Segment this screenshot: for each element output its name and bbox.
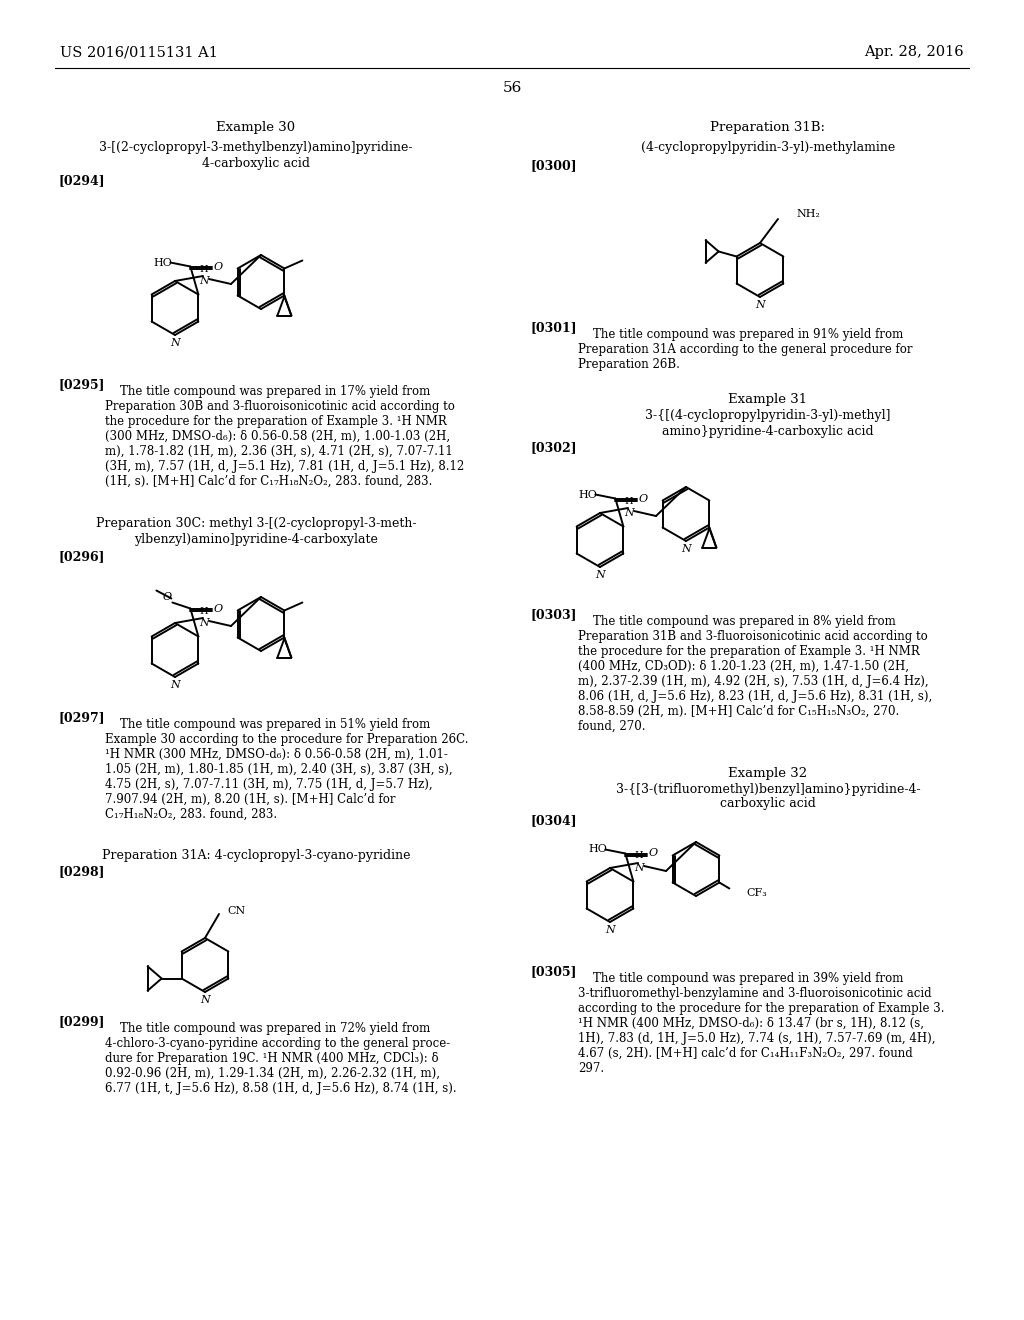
Text: Apr. 28, 2016: Apr. 28, 2016 [864, 45, 964, 59]
Text: [0303]: [0303] [530, 609, 577, 622]
Text: [0302]: [0302] [530, 441, 577, 454]
Text: Example 31: Example 31 [728, 393, 808, 407]
Text: The title compound was prepared in 51% yield from
Example 30 according to the pr: The title compound was prepared in 51% y… [105, 718, 469, 821]
Text: carboxylic acid: carboxylic acid [720, 797, 816, 810]
Text: 3-{[(4-cyclopropylpyridin-3-yl)-methyl]: 3-{[(4-cyclopropylpyridin-3-yl)-methyl] [645, 409, 891, 422]
Text: [0297]: [0297] [58, 711, 104, 725]
Text: N: N [170, 338, 180, 348]
Text: Preparation 30C: methyl 3-[(2-cyclopropyl-3-meth-: Preparation 30C: methyl 3-[(2-cyclopropy… [96, 517, 416, 531]
Text: [0296]: [0296] [58, 550, 104, 564]
Text: H: H [200, 264, 208, 273]
Text: HO: HO [589, 845, 607, 854]
Text: Example 30: Example 30 [216, 121, 296, 135]
Text: H: H [200, 606, 208, 615]
Text: N: N [624, 508, 634, 517]
Text: H: H [625, 496, 633, 506]
Text: O: O [649, 849, 658, 858]
Text: 3-[(2-cyclopropyl-3-methylbenzyl)amino]pyridine-: 3-[(2-cyclopropyl-3-methylbenzyl)amino]p… [99, 140, 413, 153]
Text: O: O [163, 591, 172, 602]
Text: O: O [214, 261, 223, 272]
Text: N: N [681, 544, 691, 554]
Text: The title compound was prepared in 72% yield from
4-chloro-3-cyano-pyridine acco: The title compound was prepared in 72% y… [105, 1022, 457, 1096]
Text: The title compound was prepared in 39% yield from
3-trifluoromethyl-benzylamine : The title compound was prepared in 39% y… [578, 972, 944, 1074]
Text: HO: HO [154, 257, 172, 268]
Text: [0301]: [0301] [530, 322, 577, 334]
Text: N: N [199, 618, 209, 628]
Text: N: N [200, 995, 210, 1005]
Text: ylbenzyl)amino]pyridine-4-carboxylate: ylbenzyl)amino]pyridine-4-carboxylate [134, 532, 378, 545]
Text: CN: CN [227, 906, 246, 916]
Text: Example 32: Example 32 [728, 767, 808, 780]
Text: 56: 56 [503, 81, 521, 95]
Text: 4-carboxylic acid: 4-carboxylic acid [202, 157, 310, 169]
Text: HO: HO [579, 490, 597, 499]
Text: [0295]: [0295] [58, 379, 104, 392]
Text: [0299]: [0299] [58, 1015, 104, 1028]
Text: CF₃: CF₃ [746, 887, 767, 898]
Text: [0294]: [0294] [58, 174, 104, 187]
Text: N: N [634, 863, 644, 873]
Text: The title compound was prepared in 91% yield from
Preparation 31A according to t: The title compound was prepared in 91% y… [578, 327, 912, 371]
Text: US 2016/0115131 A1: US 2016/0115131 A1 [60, 45, 218, 59]
Text: Preparation 31B:: Preparation 31B: [711, 121, 825, 135]
Text: N: N [755, 300, 765, 310]
Text: N: N [199, 276, 209, 286]
Text: [0304]: [0304] [530, 814, 577, 828]
Text: H: H [635, 851, 643, 861]
Text: N: N [605, 925, 614, 935]
Text: (4-cyclopropylpyridin-3-yl)-methylamine: (4-cyclopropylpyridin-3-yl)-methylamine [641, 140, 895, 153]
Text: O: O [214, 603, 223, 614]
Text: NH₂: NH₂ [796, 209, 820, 219]
Text: Preparation 31A: 4-cyclopropyl-3-cyano-pyridine: Preparation 31A: 4-cyclopropyl-3-cyano-p… [101, 849, 411, 862]
Text: The title compound was prepared in 17% yield from
Preparation 30B and 3-fluorois: The title compound was prepared in 17% y… [105, 385, 464, 488]
Text: O: O [639, 494, 648, 503]
Text: [0298]: [0298] [58, 866, 104, 879]
Text: N: N [170, 680, 180, 690]
Text: 3-{[3-(trifluoromethyl)benzyl]amino}pyridine-4-: 3-{[3-(trifluoromethyl)benzyl]amino}pyri… [615, 783, 921, 796]
Text: N: N [595, 570, 605, 579]
Text: [0305]: [0305] [530, 965, 577, 978]
Text: amino}pyridine-4-carboxylic acid: amino}pyridine-4-carboxylic acid [663, 425, 873, 437]
Text: The title compound was prepared in 8% yield from
Preparation 31B and 3-fluoroiso: The title compound was prepared in 8% yi… [578, 615, 932, 733]
Text: [0300]: [0300] [530, 160, 577, 173]
